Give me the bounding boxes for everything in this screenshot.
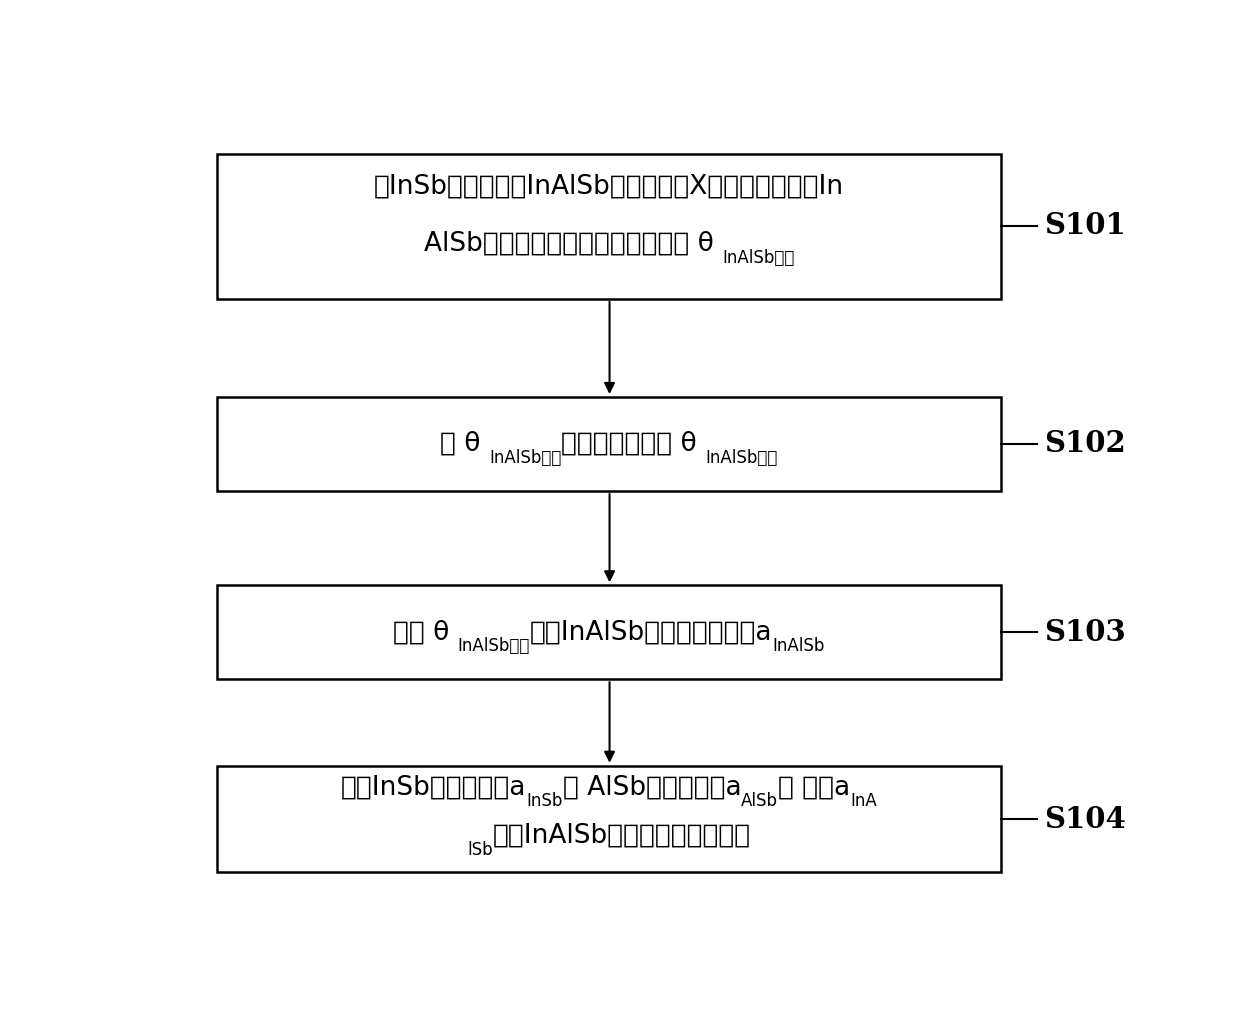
FancyBboxPatch shape xyxy=(217,585,1001,680)
Text: InAlSb测量: InAlSb测量 xyxy=(489,449,562,467)
FancyBboxPatch shape xyxy=(217,154,1001,299)
Text: S101: S101 xyxy=(1044,211,1126,240)
Text: 对 θ: 对 θ xyxy=(440,431,489,457)
Text: S102: S102 xyxy=(1044,429,1126,459)
Text: InAlSb: InAlSb xyxy=(773,638,825,655)
Text: S104: S104 xyxy=(1044,805,1126,834)
Text: InAlSb修正: InAlSb修正 xyxy=(458,638,531,655)
Text: 得到InAlSb藄膜的点阵常数a: 得到InAlSb藄膜的点阵常数a xyxy=(531,620,773,645)
Text: AlSb: AlSb xyxy=(742,793,779,810)
Text: S103: S103 xyxy=(1044,618,1126,647)
Text: InA: InA xyxy=(851,793,877,810)
Text: 根据InSb的点阵常数a: 根据InSb的点阵常数a xyxy=(341,774,526,800)
Text: ， 以及a: ， 以及a xyxy=(779,774,851,800)
Text: 根据 θ: 根据 θ xyxy=(393,620,458,645)
FancyBboxPatch shape xyxy=(217,765,1001,871)
Text: 、 AlSb的点阵常数a: 、 AlSb的点阵常数a xyxy=(563,774,742,800)
Text: 进行修正，得到 θ: 进行修正，得到 θ xyxy=(562,431,706,457)
Text: lSb: lSb xyxy=(467,841,492,859)
FancyBboxPatch shape xyxy=(217,396,1001,491)
Text: InAlSb修正: InAlSb修正 xyxy=(706,449,777,467)
Text: InAlSb测量: InAlSb测量 xyxy=(722,249,795,267)
Text: AlSb藄膜满足布喉格方程时的角度 θ: AlSb藄膜满足布喉格方程时的角度 θ xyxy=(424,230,722,257)
Text: InSb: InSb xyxy=(526,793,563,810)
Text: 得到InAlSb藄膜中铝组分的含量: 得到InAlSb藄膜中铝组分的含量 xyxy=(492,823,751,849)
Text: 在InSb衩底上生长InAlSb藄膜，测定X射线的入射角在In: 在InSb衩底上生长InAlSb藄膜，测定X射线的入射角在In xyxy=(374,174,844,200)
